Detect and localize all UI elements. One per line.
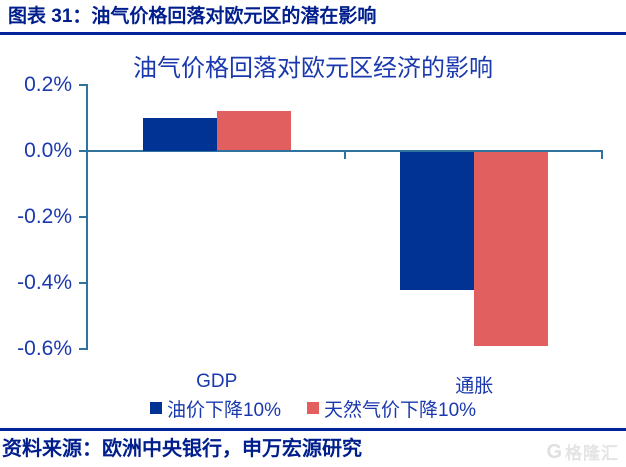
- y-axis-tick: [79, 149, 87, 152]
- bar: [216, 110, 291, 151]
- chart-title: 油气价格回落对欧元区经济的影响: [133, 55, 493, 82]
- x-axis-tick: [601, 150, 603, 159]
- source-note: 资料来源：欧洲中央银行，申万宏源研究: [2, 438, 362, 460]
- legend-swatch: [149, 402, 162, 414]
- chart-legend: 油价下降10% 天然气价下降10%: [0, 395, 626, 422]
- y-axis-tick: [79, 281, 87, 284]
- legend-item: 油价下降10%: [149, 395, 281, 422]
- bar: [142, 117, 217, 151]
- legend-label: 天然气价下降10%: [324, 399, 477, 421]
- y-axis-tick: [79, 215, 87, 218]
- gelonghui-logo-text: 格隆汇: [565, 444, 619, 463]
- figure-caption: 图表 31：油气价格回落对欧元区的潜在影响: [8, 6, 377, 27]
- gelonghui-logo: G 格隆汇: [546, 439, 619, 464]
- y-axis-tick-label: 0.2%: [24, 72, 72, 96]
- legend-item: 天然气价下降10%: [307, 395, 476, 422]
- y-axis-tick: [79, 347, 87, 350]
- bar: [474, 151, 549, 347]
- legend-swatch: [307, 402, 319, 414]
- x-axis-tick: [343, 150, 346, 159]
- y-axis-tick-label: 0.0%: [24, 138, 72, 162]
- y-axis-tick-label: -0.6%: [17, 336, 72, 360]
- category-label: GDP: [196, 371, 238, 392]
- header-divider: [0, 32, 626, 35]
- category-label: 通胀: [455, 376, 494, 397]
- y-axis-tick: [79, 83, 87, 86]
- gelonghui-g-icon: G: [546, 440, 562, 463]
- y-axis-tick-label: -0.4%: [17, 270, 72, 294]
- legend-label: 油价下降10%: [166, 399, 281, 421]
- y-axis-tick-label: -0.2%: [17, 204, 72, 228]
- footer-divider: [0, 428, 626, 431]
- y-axis-line: [86, 83, 88, 350]
- bar: [400, 151, 475, 291]
